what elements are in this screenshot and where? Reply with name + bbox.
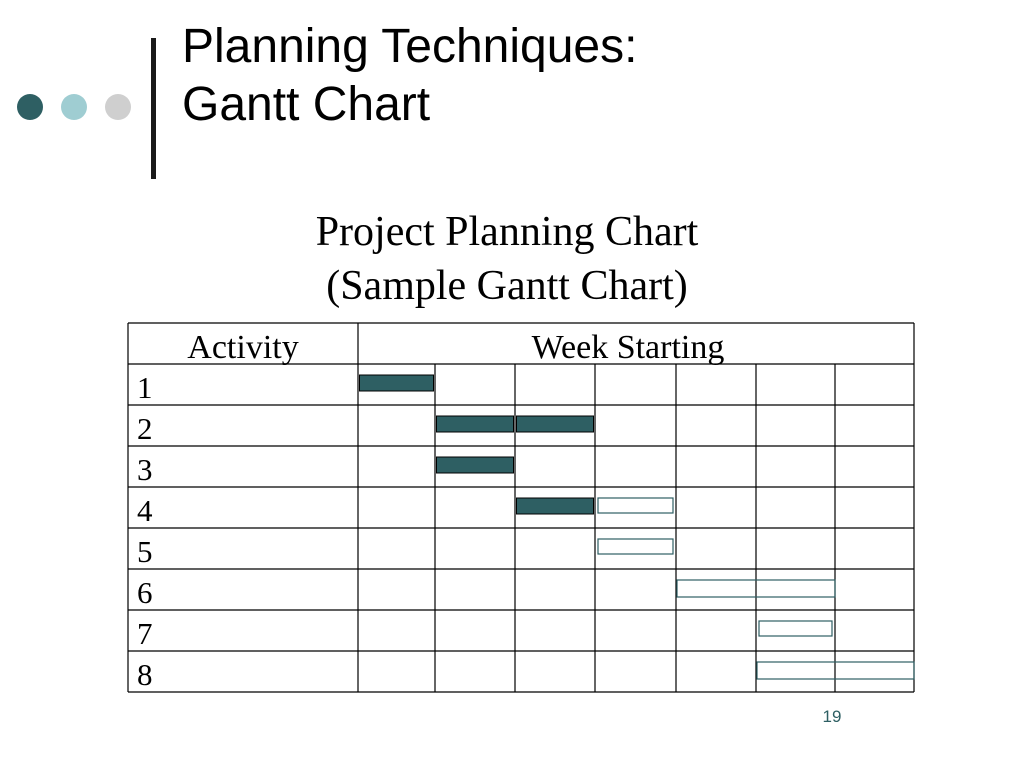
activity-label: 2 xyxy=(137,411,153,446)
activity-label: 3 xyxy=(137,452,153,487)
gantt-bar-planned xyxy=(758,620,833,637)
activity-label: 7 xyxy=(137,616,153,651)
header-week-starting: Week Starting xyxy=(532,329,725,366)
slide-title: Planning Techniques: Gantt Chart xyxy=(182,18,637,134)
gantt-bar-completed xyxy=(516,415,594,433)
title-divider xyxy=(151,38,156,179)
gantt-bar-completed xyxy=(516,497,594,515)
slide-title-line2: Gantt Chart xyxy=(182,78,431,131)
header-activity: Activity xyxy=(187,329,298,366)
chart-title-line2: (Sample Gantt Chart) xyxy=(326,263,688,309)
chart-title: Project Planning Chart (Sample Gantt Cha… xyxy=(0,205,1014,313)
decorative-dot-grey xyxy=(105,94,131,120)
chart-title-line1: Project Planning Chart xyxy=(315,209,699,255)
gantt-bar-completed xyxy=(436,415,514,433)
activity-label: 1 xyxy=(137,370,153,405)
decorative-dot-light xyxy=(61,94,87,120)
gantt-bar-planned xyxy=(756,661,915,680)
activity-label: 5 xyxy=(137,534,153,569)
gantt-bar-planned xyxy=(597,538,674,555)
gantt-bar-planned xyxy=(676,579,836,598)
slide-title-line1: Planning Techniques: xyxy=(182,20,638,73)
gantt-bar-completed xyxy=(436,456,514,474)
activity-label: 8 xyxy=(137,657,153,692)
page-number: 19 xyxy=(822,707,842,726)
activity-label: 6 xyxy=(137,575,153,610)
activity-label: 4 xyxy=(137,493,153,528)
gantt-bar-planned xyxy=(597,497,674,514)
decorative-dot-dark xyxy=(17,94,43,120)
gantt-bar-completed xyxy=(359,374,434,392)
